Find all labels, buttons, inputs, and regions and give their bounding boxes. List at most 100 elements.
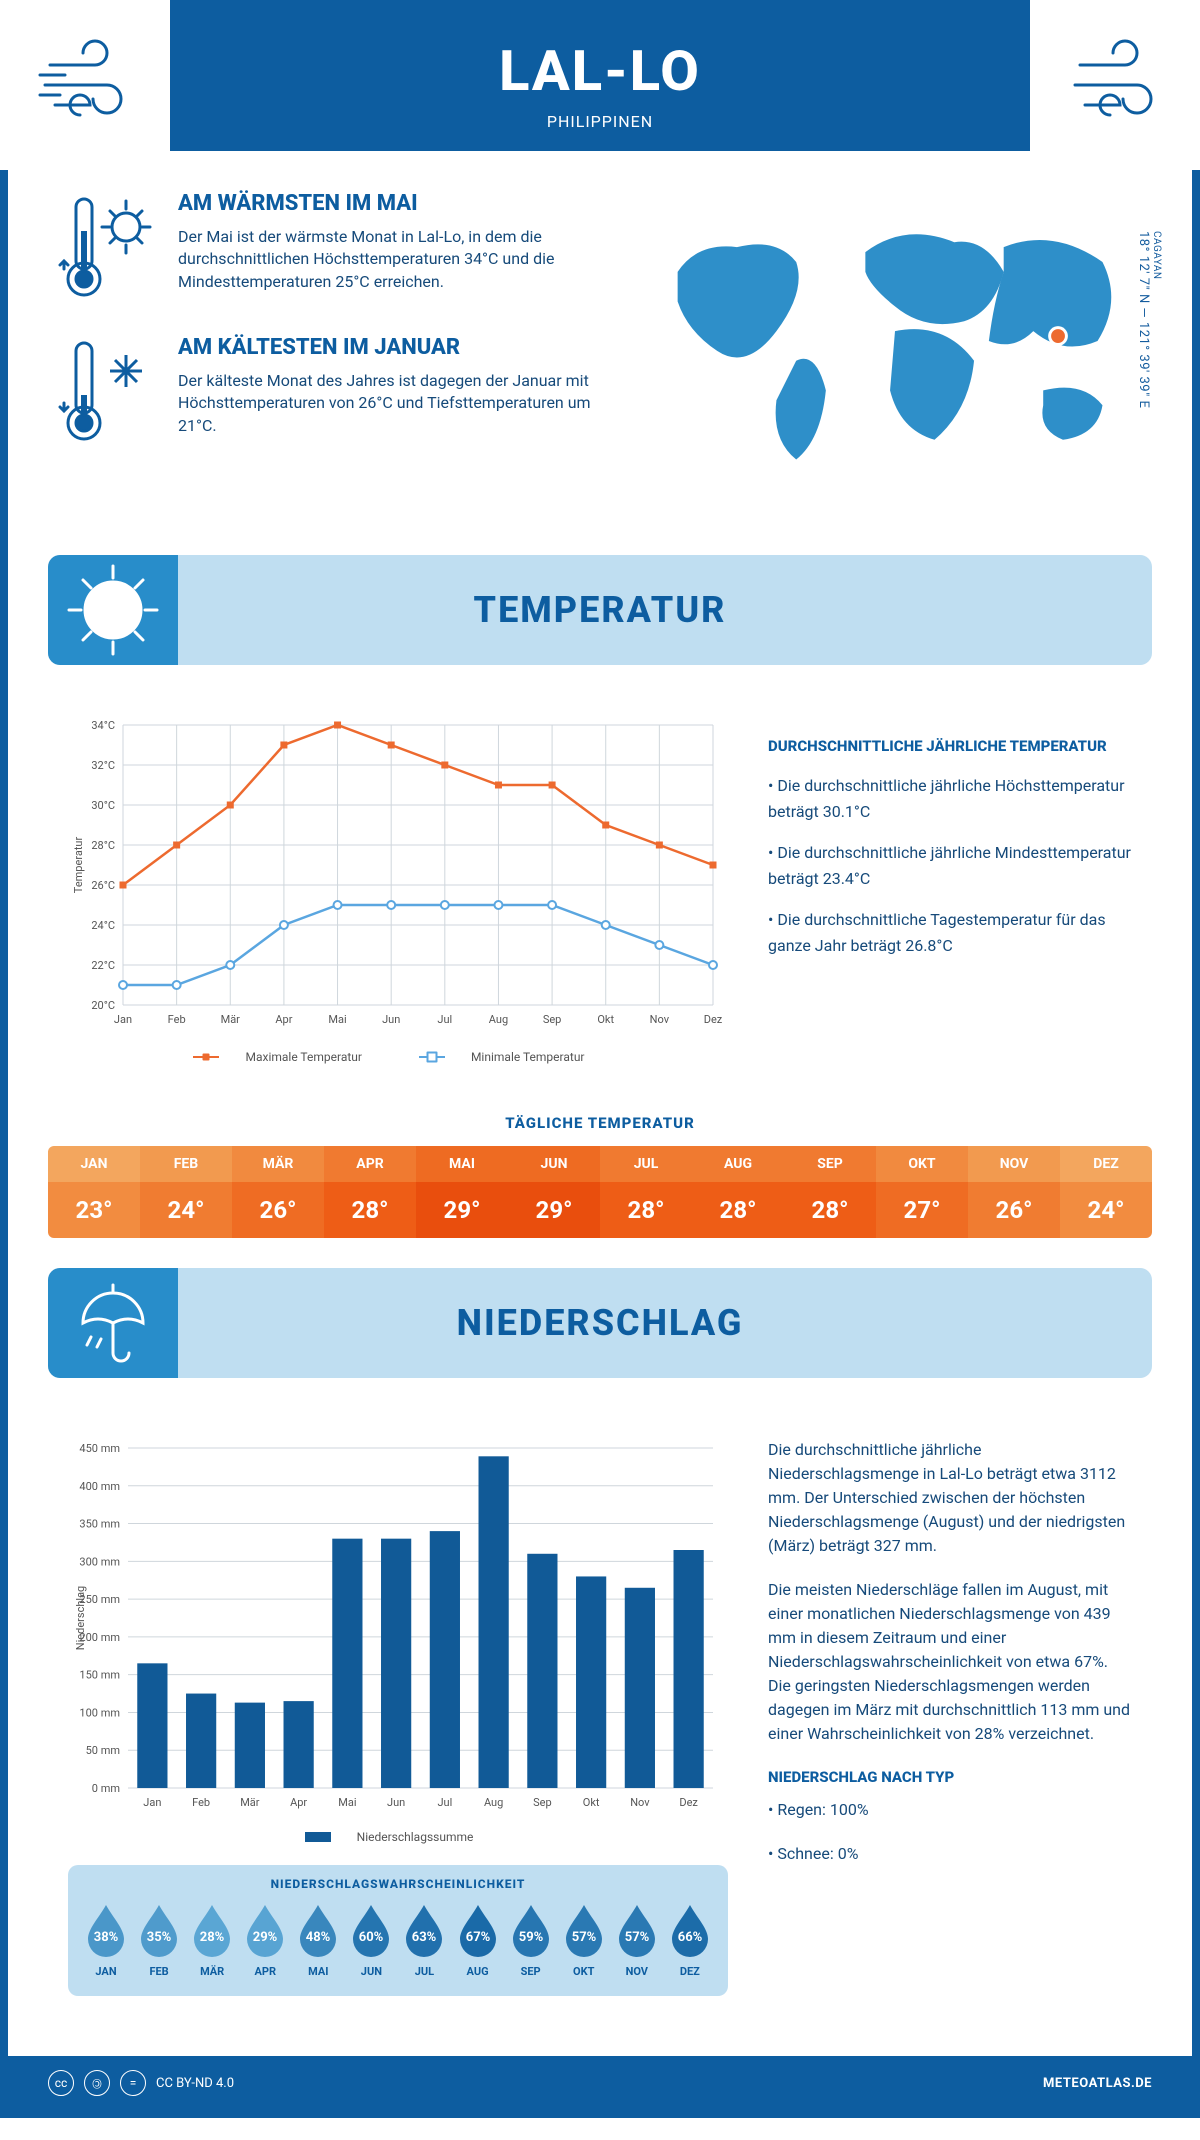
svg-text:26°C: 26°C (91, 879, 115, 892)
temperature-area: 20°C22°C24°C26°C28°C30°C32°C34°CJanFebMä… (8, 695, 1192, 1094)
svg-text:Feb: Feb (192, 1796, 210, 1809)
drop: 48% MAI (294, 1903, 342, 1978)
svg-text:Jun: Jun (387, 1796, 405, 1809)
wind-icon (0, 0, 170, 170)
svg-text:57%: 57% (625, 1930, 650, 1945)
precip-heading: NIEDERSCHLAG (457, 1302, 744, 1344)
svg-text:Dez: Dez (704, 1013, 723, 1026)
temp-strip-cell: SEP 28° (784, 1146, 876, 1238)
drop: 38% JAN (82, 1903, 130, 1978)
temp-strip-cell: FEB 24° (140, 1146, 232, 1238)
lon-label: 121° 39' 39" E (1136, 322, 1151, 409)
drop: 59% SEP (507, 1903, 555, 1978)
svg-text:Mai: Mai (338, 1796, 356, 1809)
temp-strip-cell: AUG 28° (692, 1146, 784, 1238)
svg-text:150 mm: 150 mm (79, 1669, 120, 1682)
drop: 67% AUG (454, 1903, 502, 1978)
svg-text:Jan: Jan (114, 1013, 132, 1026)
temp-strip-cell: DEZ 24° (1060, 1146, 1152, 1238)
precip-type-item: • Regen: 100% (768, 1798, 1132, 1822)
svg-text:Mär: Mär (240, 1796, 260, 1809)
svg-text:59%: 59% (518, 1930, 543, 1945)
drop: 28% MÄR (188, 1903, 236, 1978)
wind-icon (1030, 0, 1200, 170)
umbrella-icon (48, 1268, 178, 1378)
page-title: LAL-LO (8, 38, 1192, 104)
precip-legend: Niederschlagssumme (68, 1830, 728, 1845)
brand-label: METEOATLAS.DE (1043, 2076, 1152, 2091)
svg-text:66%: 66% (678, 1930, 703, 1945)
drop: 29% APR (241, 1903, 289, 1978)
svg-text:Okt: Okt (583, 1796, 600, 1809)
svg-text:400 mm: 400 mm (79, 1480, 120, 1493)
warmest-fact: AM WÄRMSTEN IM MAI Der Mai ist der wärms… (58, 191, 618, 305)
temp-strip-cell: MÄR 26° (232, 1146, 324, 1238)
svg-text:Apr: Apr (275, 1013, 292, 1026)
by-icon: 🄯 (84, 2070, 110, 2096)
thermometer-snow-icon (58, 335, 158, 449)
precip-prob-drops: 38% JAN 35% FEB 28% MÄR 29% APR 48% MAI … (82, 1903, 714, 1978)
drop: 35% FEB (135, 1903, 183, 1978)
svg-text:57%: 57% (571, 1930, 596, 1945)
country-label: PHILIPPINEN (8, 112, 1192, 131)
precip-type-heading: NIEDERSCHLAG NACH TYP (768, 1768, 1132, 1786)
svg-text:20°C: 20°C (91, 999, 115, 1012)
svg-text:29%: 29% (253, 1930, 278, 1945)
temp-fact-item: • Die durchschnittliche Tagestemperatur … (768, 907, 1132, 958)
temperature-facts: DURCHSCHNITTLICHE JÄHRLICHE TEMPERATUR •… (768, 715, 1132, 1064)
temp-strip-cell: APR 28° (324, 1146, 416, 1238)
svg-text:Mai: Mai (328, 1013, 346, 1026)
precip-paragraph: Die meisten Niederschläge fallen im Augu… (768, 1578, 1132, 1746)
lat-label: 18° 12' 7" N (1136, 231, 1151, 304)
precip-chart: 0 mm50 mm100 mm150 mm200 mm250 mm300 mm3… (68, 1438, 728, 1818)
svg-text:Sep: Sep (543, 1013, 562, 1026)
drop: 57% NOV (613, 1903, 661, 1978)
temp-facts-heading: DURCHSCHNITTLICHE JÄHRLICHE TEMPERATUR (768, 737, 1132, 755)
temp-strip-cell: JUN 29° (508, 1146, 600, 1238)
world-map: CAGAYAN 18° 12' 7" N — 121° 39' 39" E (648, 191, 1142, 495)
precip-type-item: • Schnee: 0% (768, 1842, 1132, 1866)
coldest-fact: AM KÄLTESTEN IM JANUAR Der kälteste Mona… (58, 335, 618, 449)
coldest-text: Der kälteste Monat des Jahres ist dagege… (178, 370, 618, 437)
thermometer-sun-icon (58, 191, 158, 305)
temperature-chart: 20°C22°C24°C26°C28°C30°C32°C34°CJanFebMä… (68, 715, 728, 1064)
svg-text:24°C: 24°C (91, 919, 115, 932)
svg-text:Temperatur: Temperatur (72, 837, 85, 894)
temperature-banner: TEMPERATUR (48, 555, 1152, 665)
page: LAL-LO PHILIPPINEN AM WÄRMSTEN IM MAI (0, 0, 1200, 2118)
temp-strip-cell: MAI 29° (416, 1146, 508, 1238)
temp-strip-cell: JAN 23° (48, 1146, 140, 1238)
temp-strip-cell: NOV 26° (968, 1146, 1060, 1238)
svg-text:Mär: Mär (221, 1013, 241, 1026)
temp-legend: Maximale Temperatur Minimale Temperatur (68, 1047, 728, 1064)
svg-text:50 mm: 50 mm (86, 1744, 120, 1757)
temp-strip-cell: JUL 28° (600, 1146, 692, 1238)
footer: cc 🄯 = CC BY-ND 4.0 METEOATLAS.DE (8, 2056, 1192, 2110)
region-label: CAGAYAN (1151, 231, 1162, 400)
svg-text:38%: 38% (94, 1930, 119, 1945)
svg-text:Jul: Jul (437, 1013, 452, 1026)
svg-text:Aug: Aug (484, 1796, 503, 1809)
coordinates: CAGAYAN 18° 12' 7" N — 121° 39' 39" E (1136, 231, 1162, 408)
svg-text:48%: 48% (306, 1930, 331, 1945)
precip-prob-box: NIEDERSCHLAGSWAHRSCHEINLICHKEIT 38% JAN … (68, 1865, 728, 1996)
svg-text:Jun: Jun (382, 1013, 400, 1026)
svg-text:Apr: Apr (290, 1796, 307, 1809)
warmest-heading: AM WÄRMSTEN IM MAI (178, 191, 618, 216)
svg-text:350 mm: 350 mm (79, 1518, 120, 1531)
temp-fact-item: • Die durchschnittliche jährliche Mindes… (768, 840, 1132, 891)
svg-text:35%: 35% (147, 1930, 172, 1945)
svg-text:100 mm: 100 mm (79, 1706, 120, 1719)
svg-text:Niederschlag: Niederschlag (74, 1586, 87, 1650)
svg-text:60%: 60% (359, 1930, 384, 1945)
facts: AM WÄRMSTEN IM MAI Der Mai ist der wärms… (58, 191, 618, 495)
intro-row: AM WÄRMSTEN IM MAI Der Mai ist der wärms… (8, 151, 1192, 525)
svg-text:Nov: Nov (630, 1796, 650, 1809)
daily-temp-strip: JAN 23° FEB 24° MÄR 26° APR 28° MAI 29° … (48, 1146, 1152, 1238)
svg-text:34°C: 34°C (91, 719, 115, 732)
temperature-heading: TEMPERATUR (474, 589, 727, 631)
license-label: CC BY-ND 4.0 (156, 2076, 234, 2091)
coldest-heading: AM KÄLTESTEN IM JANUAR (178, 335, 618, 360)
svg-text:Dez: Dez (679, 1796, 698, 1809)
cc-icon: cc (48, 2070, 74, 2096)
